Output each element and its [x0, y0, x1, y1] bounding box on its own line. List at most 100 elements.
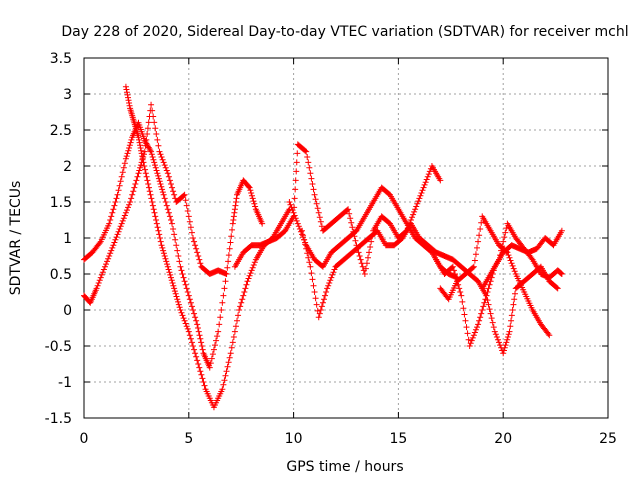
data-point	[431, 165, 433, 167]
y-tick-label: -1	[58, 375, 72, 391]
data-point	[179, 309, 182, 311]
data-point	[481, 287, 484, 290]
data-point	[498, 258, 500, 261]
data-point	[167, 266, 169, 268]
data-point	[506, 222, 509, 225]
data-series	[231, 141, 444, 277]
data-point	[414, 208, 416, 210]
data-point	[248, 186, 251, 189]
data-point	[196, 359, 198, 362]
data-point	[380, 215, 383, 218]
data-point	[548, 334, 551, 337]
data-point	[167, 172, 169, 174]
data-point	[95, 287, 98, 290]
data-point	[125, 86, 127, 88]
data-point	[188, 294, 190, 297]
data-point	[468, 345, 471, 347]
data-point	[131, 136, 134, 138]
data-point	[535, 248, 538, 250]
data-point	[351, 251, 354, 254]
data-point	[494, 330, 496, 333]
data-point	[410, 222, 412, 225]
x-tick-label: 15	[389, 431, 407, 447]
data-point	[255, 258, 257, 261]
data-series	[437, 213, 553, 339]
data-point	[489, 230, 492, 232]
data-point	[523, 291, 525, 293]
data-point	[120, 222, 123, 225]
data-point-markers	[231, 141, 444, 277]
data-point	[202, 352, 205, 355]
data-series	[81, 119, 266, 371]
data-point	[238, 309, 240, 311]
data-point	[313, 194, 316, 196]
data-point	[481, 215, 484, 218]
data-point	[506, 251, 509, 254]
data-point	[435, 258, 437, 261]
data-point	[485, 294, 488, 297]
data-point	[171, 222, 173, 225]
data-point	[376, 230, 379, 232]
y-tick-label: 1.5	[50, 195, 72, 211]
data-point	[443, 273, 446, 275]
data-point	[104, 266, 106, 268]
data-point	[452, 266, 454, 268]
data-point	[372, 201, 375, 203]
data-point	[477, 323, 479, 326]
data-point	[439, 287, 442, 290]
data-point	[232, 222, 234, 225]
data-point-markers	[298, 220, 561, 357]
data-point	[158, 150, 161, 153]
data-point	[405, 222, 408, 225]
y-tick-label: 2.5	[50, 123, 72, 139]
data-point	[523, 280, 525, 283]
data-point	[368, 237, 370, 239]
data-point	[552, 244, 555, 246]
data-point	[452, 258, 454, 261]
y-tick-label: 0.5	[50, 267, 72, 283]
data-point	[160, 244, 163, 246]
data-point	[397, 208, 400, 210]
data-series	[81, 101, 230, 306]
data-point	[313, 258, 316, 261]
data-point	[204, 388, 207, 391]
data-point	[414, 237, 416, 239]
data-point	[296, 222, 299, 225]
data-point	[523, 248, 525, 250]
x-tick-label: 10	[285, 431, 303, 447]
data-point	[280, 222, 282, 225]
data-point	[359, 244, 362, 246]
data-point	[347, 208, 349, 210]
y-tick-label: 2	[63, 159, 72, 175]
data-point	[89, 302, 92, 304]
data-point	[125, 158, 127, 160]
y-axis-label: SDTVAR / TECUs	[8, 181, 24, 296]
data-point	[330, 222, 333, 225]
data-point	[188, 330, 190, 333]
data-point	[326, 287, 328, 290]
data-point	[338, 215, 341, 218]
axis-ticks	[83, 57, 609, 419]
data-point	[464, 273, 467, 275]
data-point	[133, 122, 136, 124]
data-point	[548, 276, 551, 279]
data-point	[473, 266, 475, 268]
data-point	[112, 244, 115, 246]
data-point	[460, 294, 463, 297]
data-point	[322, 230, 324, 232]
data-point	[460, 266, 463, 268]
data-point	[514, 287, 517, 290]
data-point	[229, 352, 232, 355]
data-point	[548, 280, 551, 283]
data-point	[439, 179, 442, 182]
data-point	[447, 298, 450, 301]
data-point	[330, 251, 333, 254]
data-point	[531, 273, 534, 275]
data-point	[544, 237, 546, 239]
x-tick-label: 0	[80, 431, 89, 447]
data-point	[116, 194, 119, 196]
data-point	[343, 258, 345, 261]
data-point	[179, 266, 182, 268]
data-point	[489, 273, 492, 275]
data-point	[192, 237, 194, 239]
